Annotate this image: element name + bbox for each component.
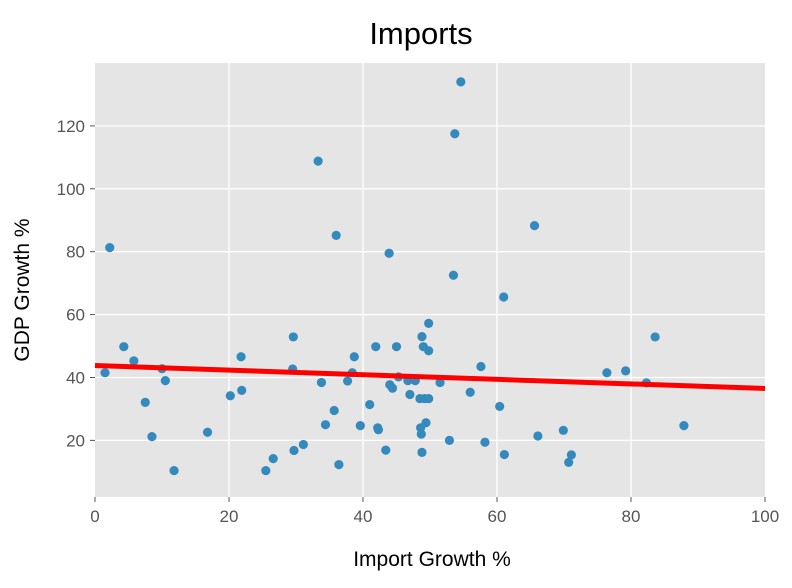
data-point [331, 230, 341, 240]
x-tick-label: 80 [622, 507, 641, 526]
data-point [365, 399, 375, 410]
data-point [564, 457, 574, 468]
data-point [129, 356, 139, 366]
regression-line [94, 363, 766, 391]
data-point [316, 377, 327, 388]
data-point [424, 346, 434, 356]
data-point [288, 332, 298, 342]
data-point [495, 401, 505, 412]
data-point [119, 342, 129, 352]
data-point [237, 385, 247, 395]
data-point [417, 447, 427, 457]
x-tick-label: 20 [220, 507, 239, 526]
x-axis-label: Import Growth % [353, 548, 511, 571]
y-tick-label: 100 [57, 180, 85, 199]
y-axis-label: GDP Growth % [11, 218, 34, 361]
data-point [147, 432, 157, 442]
data-point [387, 383, 398, 393]
data-point [381, 445, 391, 455]
data-point [391, 342, 402, 352]
data-point [349, 352, 359, 362]
data-points [100, 77, 689, 476]
data-point [499, 449, 509, 460]
data-point [424, 318, 434, 328]
data-point [261, 465, 271, 476]
y-tick-label: 60 [66, 306, 85, 325]
data-point [435, 377, 445, 388]
tick-labels: 0 20 40 60 80 100 20 40 60 80 100 120 [57, 117, 780, 526]
data-point [225, 391, 235, 401]
data-point [405, 389, 415, 400]
data-point [105, 243, 115, 253]
x-tick-label: 100 [751, 507, 779, 526]
data-point [140, 397, 150, 407]
data-point [355, 421, 365, 431]
data-point [417, 332, 427, 342]
data-point [679, 421, 689, 431]
data-point [456, 77, 466, 87]
data-point [371, 342, 381, 352]
x-tick-label: 60 [488, 507, 507, 526]
data-point [373, 425, 384, 435]
data-point [480, 437, 490, 447]
data-point [313, 156, 323, 166]
data-point [384, 248, 394, 258]
y-tick-label: 20 [66, 431, 85, 450]
data-point [334, 460, 344, 470]
data-point [298, 439, 308, 450]
data-point [421, 418, 431, 428]
data-point [465, 387, 475, 397]
data-point [533, 431, 543, 441]
data-point [444, 435, 455, 445]
data-point [448, 270, 459, 280]
plot-background [95, 63, 765, 497]
data-point [289, 445, 299, 456]
data-point [342, 376, 353, 386]
data-point [424, 393, 434, 404]
y-tick-label: 120 [57, 117, 85, 136]
data-point [558, 425, 568, 435]
data-point [416, 429, 426, 439]
data-point [329, 405, 339, 416]
data-point [160, 376, 170, 386]
data-point [602, 368, 612, 378]
data-point [268, 454, 278, 464]
x-tick-label: 40 [354, 507, 373, 526]
data-point [566, 450, 576, 460]
data-point [499, 292, 509, 302]
data-point [236, 352, 246, 362]
data-point [476, 361, 486, 372]
chart-title: Imports [369, 16, 472, 51]
data-point [450, 129, 460, 139]
y-tick-label: 80 [66, 243, 85, 262]
data-point [621, 366, 631, 376]
fit-line-group [94, 363, 766, 391]
x-tick-label: 0 [90, 507, 99, 526]
data-point [169, 465, 179, 476]
data-point [650, 332, 660, 342]
y-tick-label: 40 [66, 368, 85, 387]
data-point [202, 427, 213, 437]
data-point [320, 420, 331, 430]
data-point [100, 368, 110, 378]
data-point [529, 220, 540, 231]
